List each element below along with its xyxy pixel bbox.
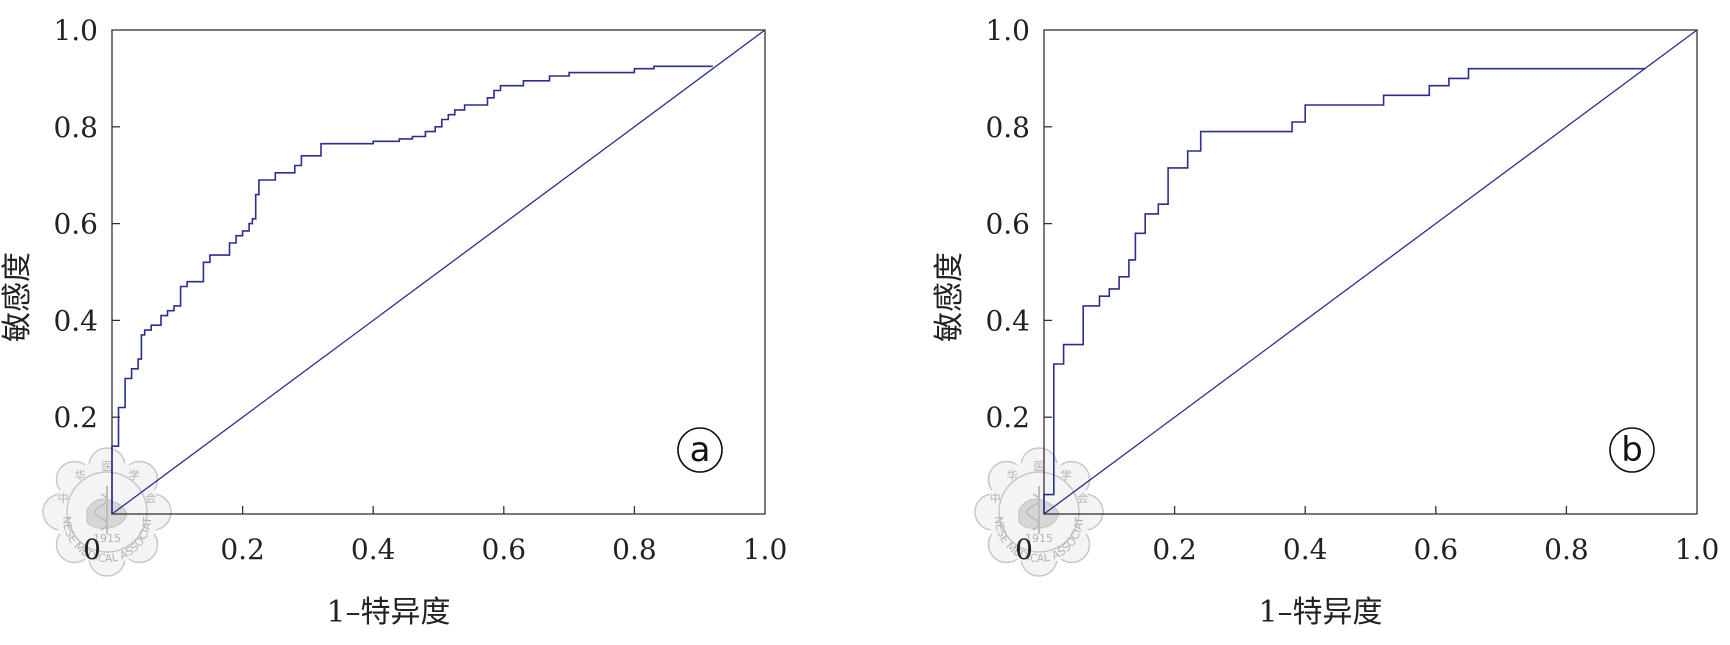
x-tick-label: 0.6: [482, 533, 527, 566]
y-tick-label: 0.8: [985, 111, 1030, 144]
y-tick-label: 0.2: [985, 401, 1030, 434]
seal-char: 医: [102, 460, 113, 473]
x-tick-label: 1.0: [743, 533, 788, 566]
x-tick-label: 0.2: [220, 533, 265, 566]
panel-label-circle: [677, 427, 723, 473]
x-tick-label: 0.6: [1414, 533, 1459, 566]
seal-char: 中: [58, 492, 69, 505]
x-tick-label: 0.8: [1544, 533, 1589, 566]
seal-char: 会: [1077, 492, 1088, 505]
seal-char: 中: [990, 492, 1001, 505]
seal-char: 学: [1061, 468, 1072, 482]
x-tick-label: 0: [83, 533, 101, 566]
y-axis-label: 敏感度: [932, 252, 967, 342]
chart-panel-a: 中华医学会CHINESE MEDICAL ASSOCIATION191500.2…: [0, 0, 787, 630]
panel-label: a: [690, 430, 711, 470]
seal-char: 会: [145, 492, 156, 505]
x-tick-label: 0.2: [1152, 533, 1197, 566]
y-tick-label: 0.8: [53, 111, 98, 144]
y-tick-label: 0.4: [985, 304, 1030, 337]
reference-diagonal-line: [111, 29, 766, 515]
reference-diagonal-line: [1043, 29, 1698, 515]
panel-label-circle: [1609, 427, 1655, 473]
y-tick-label: 0.2: [53, 401, 98, 434]
x-axis-label: 1–特异度: [326, 595, 450, 630]
seal-char: 华: [1006, 468, 1017, 482]
seal-char: 医: [1034, 460, 1045, 473]
y-tick-label: 1.0: [53, 14, 98, 47]
plot-frame: [1043, 29, 1698, 515]
x-tick-label: 0.8: [612, 533, 657, 566]
plot-frame: [111, 29, 766, 515]
panel-label: b: [1621, 430, 1643, 470]
y-tick-label: 0.4: [53, 304, 98, 337]
x-tick-label: 0.4: [1283, 533, 1328, 566]
y-tick-label: 0.6: [53, 208, 98, 241]
seal-year: 1915: [93, 532, 121, 545]
x-tick-label: 0: [1015, 533, 1033, 566]
x-axis-label: 1–特异度: [1258, 595, 1382, 630]
x-tick-label: 1.0: [1675, 533, 1720, 566]
y-axis-label: 敏感度: [0, 252, 35, 342]
x-tick-label: 0.4: [351, 533, 396, 566]
seal-year: 1915: [1025, 532, 1053, 545]
roc-curve-line: [1043, 67, 1645, 514]
roc-curve-line: [111, 65, 713, 514]
y-tick-label: 1.0: [985, 14, 1030, 47]
seal-bottom-text: CHINESE MEDICAL ASSOCIATION: [0, 0, 1086, 565]
seal-char: 学: [129, 468, 140, 482]
seal-char: 华: [74, 468, 85, 482]
y-tick-label: 0.6: [985, 208, 1030, 241]
